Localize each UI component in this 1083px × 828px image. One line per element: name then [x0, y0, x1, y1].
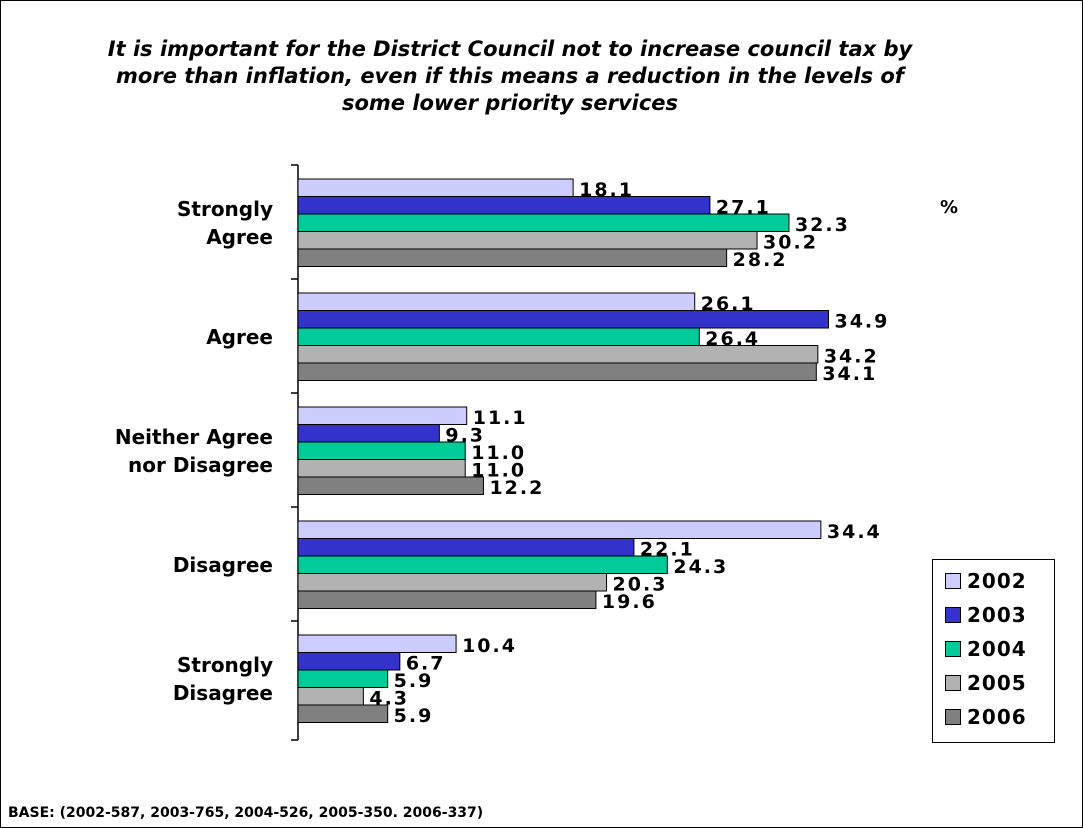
value-label-2002-cat3: 11.1	[473, 407, 528, 429]
bar-2005-cat3	[297, 459, 466, 478]
legend-label-2003: 2003	[967, 603, 1027, 627]
bar-2005-cat1	[297, 231, 758, 250]
bar-2002-cat1	[297, 178, 574, 197]
value-label-2003-cat3: 9.3	[445, 425, 485, 447]
legend-item-2004: 2004	[945, 637, 1027, 661]
bar-2004-cat3	[297, 441, 466, 460]
value-label-2005-cat5: 4.3	[369, 688, 409, 710]
legend-swatch-2002	[945, 573, 961, 589]
bar-2006-cat3	[297, 476, 484, 495]
category-label-3: Neither Agree nor Disagree	[115, 425, 273, 477]
bar-2003-cat1	[297, 196, 711, 215]
legend-label-2004: 2004	[967, 637, 1027, 661]
legend-label-2002: 2002	[967, 569, 1027, 593]
bar-2005-cat5	[297, 687, 364, 706]
bar-2004-cat5	[297, 669, 389, 688]
value-label-2006-cat2: 34.1	[822, 363, 877, 385]
value-label-2006-cat4: 19.6	[602, 591, 657, 613]
bar-2003-cat4	[297, 538, 635, 557]
bar-2004-cat1	[297, 213, 790, 232]
value-label-2002-cat1: 18.1	[579, 179, 634, 201]
legend-item-2006: 2006	[945, 705, 1027, 729]
category-label-1: Strongly Agree	[177, 197, 273, 249]
legend-item-2005: 2005	[945, 671, 1027, 695]
bar-2004-cat2	[297, 327, 700, 346]
legend-swatch-2006	[945, 709, 961, 725]
bar-2005-cat2	[297, 345, 819, 364]
value-label-2004-cat3: 11.0	[471, 442, 526, 464]
category-label-2: Agree	[206, 325, 273, 349]
value-label-2003-cat2: 34.9	[834, 311, 889, 333]
bar-2006-cat5	[297, 704, 389, 723]
legend-swatch-2003	[945, 607, 961, 623]
legend-item-2002: 2002	[945, 569, 1027, 593]
bar-2006-cat1	[297, 248, 728, 267]
bar-2002-cat3	[297, 406, 468, 425]
bar-2003-cat3	[297, 424, 440, 443]
value-label-2002-cat4: 34.4	[827, 521, 882, 543]
value-label-2003-cat4: 22.1	[640, 539, 695, 561]
category-label-4: Disagree	[173, 553, 273, 577]
value-label-2004-cat2: 26.4	[705, 328, 760, 350]
value-label-2004-cat1: 32.3	[795, 214, 850, 236]
value-label-2002-cat2: 26.1	[701, 293, 756, 315]
bar-2006-cat4	[297, 590, 597, 609]
legend-swatch-2005	[945, 675, 961, 691]
value-label-2004-cat5: 5.9	[394, 670, 434, 692]
value-label-2004-cat4: 24.3	[673, 556, 728, 578]
legend-label-2005: 2005	[967, 671, 1027, 695]
bar-2002-cat4	[297, 520, 822, 539]
base-note: BASE: (2002-587, 2003-765, 2004-526, 200…	[8, 805, 484, 821]
legend-label-2006: 2006	[967, 705, 1027, 729]
chart-title: It is important for the District Council…	[107, 37, 913, 115]
bar-2005-cat4	[297, 573, 608, 592]
value-label-2005-cat4: 20.3	[613, 574, 668, 596]
value-label-2003-cat5: 6.7	[406, 653, 446, 675]
bar-2004-cat4	[297, 555, 668, 574]
bar-2006-cat2	[297, 362, 817, 381]
value-label-2006-cat3: 12.2	[489, 477, 544, 499]
value-label-2006-cat5: 5.9	[394, 705, 434, 727]
legend: 2002 2003 2004 2005 2006	[932, 559, 1055, 743]
legend-item-2003: 2003	[945, 603, 1027, 627]
value-label-2005-cat1: 30.2	[763, 232, 818, 254]
value-label-2002-cat5: 10.4	[462, 635, 517, 657]
bar-2003-cat2	[297, 310, 829, 329]
bar-2002-cat5	[297, 634, 457, 653]
bar-2003-cat5	[297, 652, 401, 671]
legend-swatch-2004	[945, 641, 961, 657]
category-label-5: Strongly Disagree	[173, 653, 273, 705]
value-label-2005-cat3: 11.0	[471, 460, 526, 482]
bar-2002-cat2	[297, 292, 696, 311]
value-label-2003-cat1: 27.1	[716, 197, 771, 219]
value-label-2005-cat2: 34.2	[824, 346, 879, 368]
value-label-2006-cat1: 28.2	[733, 249, 788, 271]
unit-label: %	[940, 197, 958, 218]
